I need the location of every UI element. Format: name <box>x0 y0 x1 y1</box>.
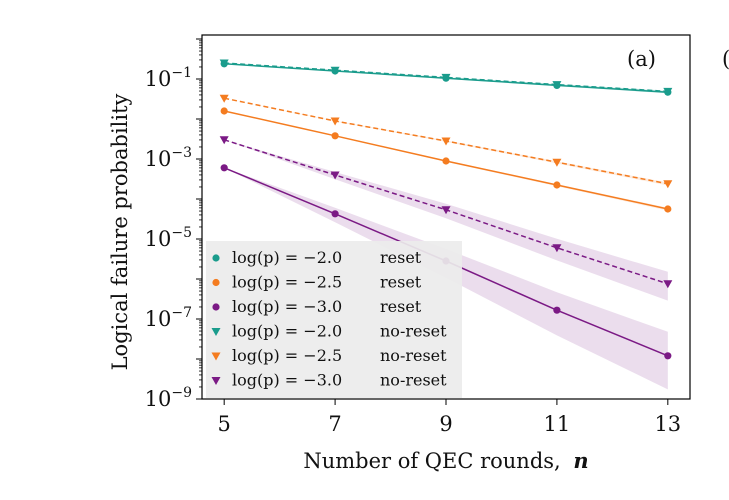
data-point <box>219 59 229 68</box>
data-point <box>552 244 562 253</box>
y-tick-base: 10 <box>145 227 172 251</box>
data-point <box>441 206 451 215</box>
y-tick-base: 10 <box>145 387 172 411</box>
x-tick-label: 7 <box>328 412 341 436</box>
data-point <box>330 117 340 126</box>
legend-label: log(p) = −3.0 <box>232 371 342 390</box>
legend-marker <box>212 254 220 262</box>
series-line <box>224 62 668 93</box>
legend-label: log(p) = −2.0 <box>232 248 342 267</box>
x-axis-title-variable: n <box>573 448 588 473</box>
legend-marker <box>212 303 220 311</box>
y-tick-exponent: −9 <box>171 385 192 401</box>
y-tick-base: 10 <box>145 67 172 91</box>
legend-entry: log(p) = −3.0 reset <box>212 297 422 316</box>
data-point <box>552 81 562 90</box>
y-axis-title: Logical failure probability <box>108 93 132 370</box>
legend-label-type: reset <box>380 273 422 292</box>
x-axis: 5 7 9 11 13 <box>217 399 681 436</box>
panel-label: (a) <box>627 47 656 71</box>
legend-label: log(p) = −2.5 <box>232 273 342 292</box>
x-tick-label: 9 <box>439 412 452 436</box>
data-point <box>331 210 339 218</box>
legend-label-type: no-reset <box>380 346 447 365</box>
legend-label-type: reset <box>380 248 422 267</box>
legend-entry: log(p) = −2.0 no-reset <box>211 322 447 341</box>
legend-label-type: no-reset <box>380 322 447 341</box>
legend-entry: log(p) = −3.0 no-reset <box>211 371 447 390</box>
data-point <box>442 157 450 165</box>
legend-entry: log(p) = −2.5 reset <box>212 273 422 292</box>
series-markers <box>219 59 673 360</box>
x-tick-label: 11 <box>544 412 571 436</box>
y-tick-label: 10−3 <box>145 145 192 171</box>
legend-box <box>206 241 462 398</box>
legend-entry: log(p) = −2.5 no-reset <box>211 346 447 365</box>
legend-label: log(p) = −2.0 <box>232 322 342 341</box>
legend-marker <box>211 328 221 336</box>
y-tick-label: 10−5 <box>145 225 192 251</box>
data-point <box>331 132 339 140</box>
y-axis: 10−110−310−510−710−9 <box>145 38 202 411</box>
data-point <box>552 158 562 167</box>
adjacent-panel-label-fragment: ( <box>722 47 729 71</box>
x-tick-label: 13 <box>654 412 681 436</box>
data-point <box>664 352 672 360</box>
data-point <box>663 180 673 189</box>
legend-label: log(p) = −2.5 <box>232 346 342 365</box>
data-point <box>663 280 673 289</box>
x-axis-title: Number of QEC rounds, n <box>303 448 588 473</box>
legend-marker <box>212 278 220 287</box>
x-tick-label: 5 <box>217 412 230 436</box>
legend-label: log(p) = −3.0 <box>232 297 342 316</box>
y-tick-label: 10−1 <box>145 65 192 91</box>
data-point <box>219 94 229 103</box>
y-tick-exponent: −1 <box>171 65 192 81</box>
data-point <box>441 137 451 146</box>
data-point <box>663 87 673 96</box>
legend-entry: log(p) = −2.0 reset <box>212 248 422 267</box>
y-tick-exponent: −5 <box>171 225 192 241</box>
legend-marker <box>211 377 221 385</box>
data-point <box>441 73 451 82</box>
data-point <box>664 205 672 213</box>
y-tick-base: 10 <box>145 147 172 171</box>
data-point <box>219 136 229 145</box>
data-point <box>220 164 228 172</box>
data-point <box>553 306 561 314</box>
data-point <box>553 181 561 189</box>
data-point <box>330 171 340 180</box>
y-tick-exponent: −7 <box>171 305 192 321</box>
series-confidence-band <box>224 167 668 390</box>
legend-label-type: no-reset <box>380 371 447 390</box>
data-point <box>220 107 228 115</box>
y-tick-base: 10 <box>145 307 172 331</box>
y-tick-exponent: −3 <box>171 145 192 161</box>
y-tick-label: 10−7 <box>145 305 192 331</box>
data-point <box>330 66 340 75</box>
y-tick-label: 10−9 <box>145 385 192 411</box>
legend-marker <box>211 352 221 361</box>
x-axis-title-text: Number of QEC rounds, <box>303 449 560 473</box>
legend-label-type: reset <box>380 297 422 316</box>
